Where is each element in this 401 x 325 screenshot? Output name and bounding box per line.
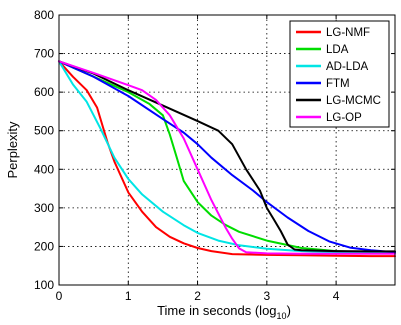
plot-frame [58,14,396,286]
legend-box [289,20,390,128]
y-tick-label: 100 [34,278,54,292]
y-tick-label: 600 [34,85,54,99]
y-tick-label: 700 [34,47,54,61]
legend-label: FTM [326,78,350,90]
x-tick-label: 3 [263,289,270,303]
tick-layer: 0 1 2 3 4 100 200 300 400 500 600 700 800 [34,8,395,303]
x-tick-label: 1 [125,289,132,303]
x-axis-label-subscript: 10 [277,311,287,320]
series-line-lda [58,60,396,254]
series-line-ftm [58,60,396,254]
y-tick-label: 400 [34,162,54,176]
y-tick-label: 500 [34,124,54,138]
series-layer [58,60,396,258]
x-axis-label-main: Time in seconds (log [157,303,276,318]
x-tick-label: 4 [333,289,340,303]
series-line-lg-op [58,60,396,255]
x-tick-label: 2 [194,289,201,303]
legend-label: LG-NMF [326,27,370,39]
legend-label: LDA [326,44,349,56]
legend-label: LG-OP [326,112,362,124]
series-line-lg-mcmc [58,60,396,253]
x-tick-label: 0 [56,289,63,303]
x-axis-label: Time in seconds (log10) [157,303,291,320]
legend: LG-NMF LDA AD-LDA FTM LG-MCMC LG-OP [289,20,390,128]
series-line-lg-nmf [58,60,396,258]
y-tick-label: 800 [34,8,54,22]
legend-label: LG-MCMC [326,95,381,107]
y-axis-label: Perplexity [5,121,20,179]
legend-label: AD-LDA [326,61,369,73]
y-tick-label: 300 [34,201,54,215]
y-tick-label: 200 [34,239,54,253]
x-axis-label-close: ) [287,303,291,318]
